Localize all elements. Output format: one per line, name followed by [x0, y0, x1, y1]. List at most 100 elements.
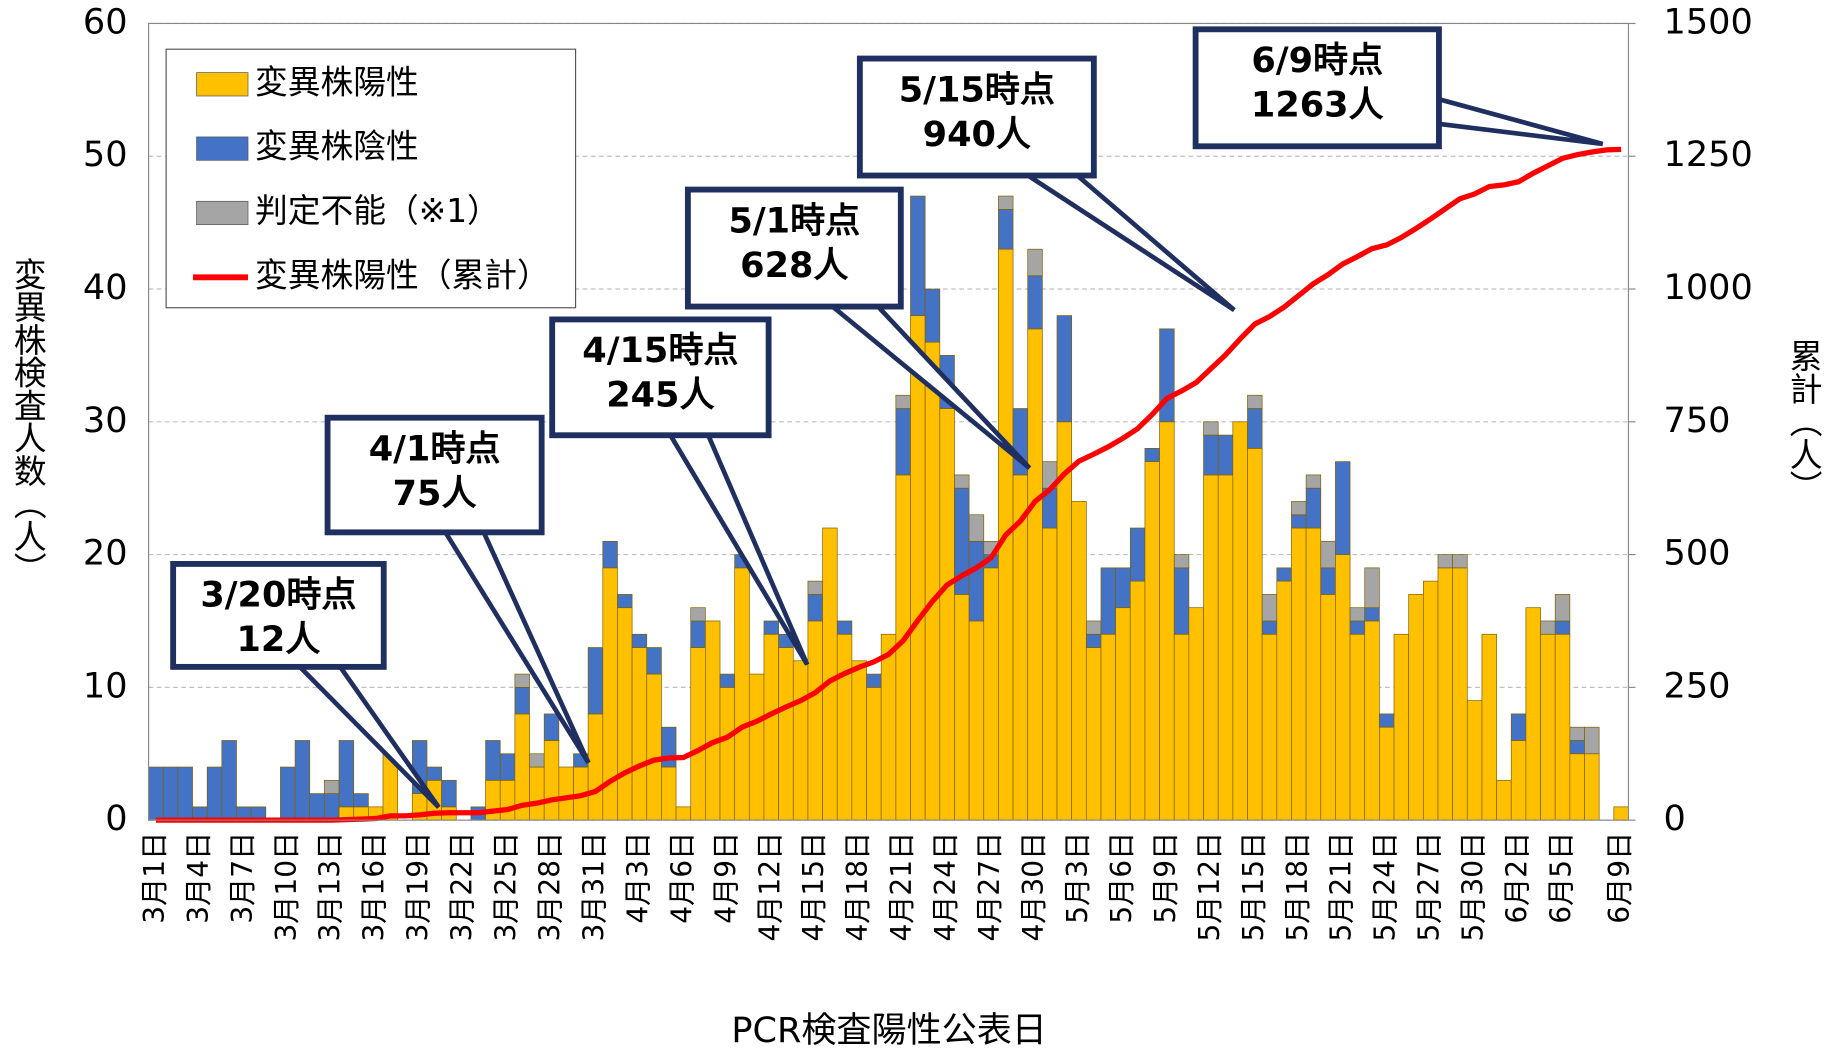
- bar-segment: [1261, 633, 1278, 821]
- callout-text: 75人: [393, 473, 477, 514]
- x-tick-label: 4月18日: [841, 832, 874, 942]
- bar-segment: [1305, 527, 1322, 821]
- bar-segment: [748, 673, 765, 821]
- bar-segment: [866, 687, 882, 821]
- bar-segment: [734, 567, 750, 821]
- bar-segment: [1452, 554, 1468, 569]
- x-tick-label: 3月28日: [534, 832, 567, 942]
- legend-label: 変異株陽性: [255, 63, 419, 101]
- bar-segment: [294, 740, 311, 821]
- x-tick-label: 6月2日: [1501, 832, 1534, 924]
- bar-segment: [1203, 474, 1219, 821]
- bar-segment: [148, 766, 164, 821]
- bar-segment: [1217, 434, 1234, 476]
- bar-segment: [1291, 501, 1307, 516]
- bar-segment: [485, 740, 501, 781]
- bar-segment: [1364, 607, 1380, 622]
- y-tick-label: 50: [83, 134, 128, 175]
- bar-segment: [851, 660, 867, 821]
- bar-segment: [1217, 474, 1234, 821]
- bar-segment: [705, 620, 721, 821]
- legend-label: 変異株陰性: [255, 128, 419, 166]
- bar-segment: [1056, 315, 1073, 423]
- callout-text: 5/15時点: [899, 69, 1055, 110]
- bar-segment: [1276, 567, 1292, 582]
- callout-text: 628人: [740, 245, 848, 286]
- bar-segment: [719, 673, 736, 688]
- callout-box: [856, 55, 1097, 179]
- bar-segment: [426, 766, 442, 781]
- bar-segment: [162, 766, 179, 821]
- x-tick-label: 5月30日: [1457, 832, 1490, 942]
- bar-segment: [675, 806, 692, 821]
- y-tick-label: 30: [83, 400, 128, 441]
- bar-segment: [924, 341, 941, 821]
- bar-segment: [309, 793, 325, 821]
- bar-segment: [1115, 607, 1131, 821]
- bar-segment: [1305, 474, 1322, 489]
- callout-text: 4/1時点: [369, 428, 501, 469]
- bar-segment: [924, 288, 941, 343]
- x-tick-label: 5月3日: [1061, 832, 1094, 924]
- y-tick-label: 0: [105, 798, 127, 839]
- bar-segment: [646, 673, 662, 821]
- bar-segment: [1554, 620, 1571, 635]
- y2-tick-label: 1250: [1664, 134, 1753, 175]
- callout-text: 5/1時点: [728, 200, 860, 241]
- y2-axis-label: 累計（人）: [1785, 339, 1823, 503]
- bar-segment: [910, 195, 926, 316]
- bar-segment: [998, 195, 1014, 210]
- bar-segment: [690, 607, 706, 622]
- bar-segment: [1173, 567, 1190, 635]
- legend-label: 変異株陽性（累計）: [255, 256, 550, 294]
- plot-frame: [147, 22, 1630, 821]
- bar-segment: [1305, 487, 1322, 529]
- bar-segment: [895, 408, 911, 476]
- bar-segment: [1584, 726, 1600, 755]
- legend-swatch: [196, 200, 249, 226]
- callout-text: 6/9時点: [1251, 40, 1383, 81]
- bar-segment: [1027, 328, 1043, 821]
- bar-segment: [280, 766, 296, 821]
- bar-segment: [543, 740, 560, 821]
- bar-segment: [529, 753, 545, 768]
- bar-segment: [1408, 594, 1424, 821]
- bar-segment: [1335, 461, 1351, 555]
- x-tick-label: 4月3日: [621, 832, 654, 924]
- x-tick-label: 5月15日: [1237, 832, 1270, 942]
- bar-segment: [1129, 527, 1146, 582]
- bar-segment: [836, 633, 853, 821]
- bar-segment: [1247, 408, 1263, 449]
- y-axis-label: 変異株検査人数（人）: [9, 257, 47, 585]
- x-tick-label: 3月13日: [314, 832, 347, 942]
- bar-segment: [807, 580, 823, 595]
- x-tick-label: 5月27日: [1413, 832, 1446, 942]
- bar-segment: [1554, 633, 1571, 821]
- y2-tick-label: 0: [1664, 798, 1686, 839]
- callout-text: 245人: [606, 375, 714, 416]
- callout-text: 4/15時点: [582, 330, 738, 371]
- cumulative-line: [155, 146, 1622, 823]
- bar-segment: [1115, 567, 1131, 609]
- bar-segment: [822, 527, 838, 821]
- bar-segment: [499, 753, 516, 781]
- bar-segment: [954, 594, 970, 821]
- bar-segment: [1554, 594, 1571, 622]
- bar-segment: [587, 647, 604, 715]
- bar-segment: [1540, 633, 1556, 821]
- callout-box: [549, 316, 772, 439]
- bar-segment: [1364, 620, 1380, 821]
- bar-segment: [1173, 554, 1190, 569]
- bar-segment: [324, 793, 340, 821]
- bar-segment: [1613, 806, 1629, 821]
- bar-segment: [968, 620, 985, 821]
- bar-segment: [763, 620, 779, 635]
- x-axis-label: PCR検査陽性公表日: [731, 1010, 1047, 1051]
- y2-tick-label: 1000: [1664, 267, 1753, 308]
- bar-segment: [1232, 421, 1248, 821]
- bar-segment: [954, 474, 970, 489]
- x-tick-label: 4月21日: [885, 832, 918, 942]
- y-tick-label: 60: [83, 1, 128, 42]
- bar-segment: [1042, 527, 1058, 821]
- bar-segment: [1320, 540, 1336, 569]
